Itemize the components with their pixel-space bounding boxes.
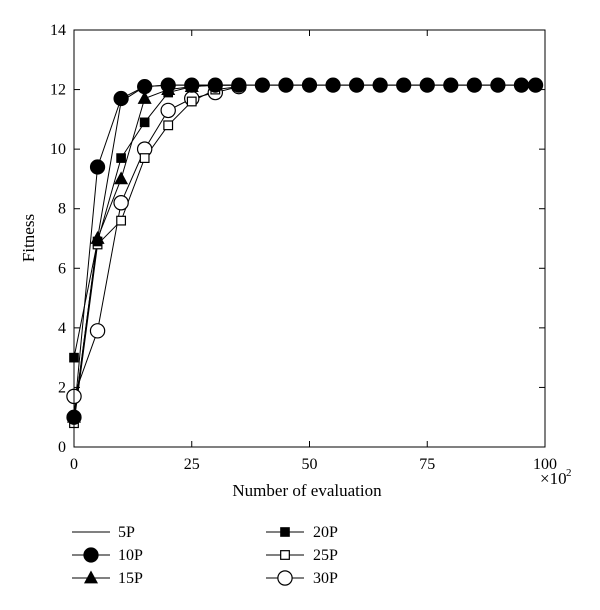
legend: 5P 10P 15P 20P 25P 30P — [72, 524, 338, 587]
legend-label-20P: 20P — [313, 524, 338, 541]
legend-label-15P: 15P — [118, 570, 143, 587]
data-point-30P — [113, 195, 129, 211]
data-point-10P — [466, 77, 482, 93]
data-point-25P — [186, 96, 197, 107]
axis-ticks: 0 25 50 75 100 0 2 4 6 8 10 12 14 — [50, 22, 557, 473]
x-axis-unit-exponent: 2 — [566, 467, 572, 479]
data-point-10P — [254, 77, 271, 93]
data-point-10P — [443, 77, 459, 93]
y-tick-label: 4 — [58, 320, 66, 337]
y-tick-label: 2 — [58, 379, 66, 396]
data-point-10P — [527, 77, 544, 93]
series-line-10P — [73, 84, 536, 418]
legend-marker-10P — [83, 547, 99, 563]
legend-label-25P: 25P — [313, 547, 338, 564]
x-axis-unit-multiplier: ×10 — [540, 469, 567, 488]
data-point-10P — [419, 77, 435, 93]
series-line-15P — [73, 84, 239, 418]
y-axis-label: Fitness — [19, 214, 38, 262]
legend-marker-25P — [280, 550, 290, 560]
legend-label-30P: 30P — [313, 570, 338, 587]
data-point-10P — [184, 77, 200, 93]
series-line-20P — [73, 84, 239, 358]
plot-area — [66, 77, 544, 429]
data-point-25P — [139, 153, 150, 163]
data-point-10P — [113, 90, 129, 107]
y-tick-label: 10 — [50, 141, 66, 158]
data-point-10P — [137, 78, 153, 95]
legend-marker-20P — [280, 527, 290, 537]
y-tick-label: 0 — [58, 439, 66, 456]
data-point-15P — [114, 171, 129, 185]
data-point-25P — [116, 215, 127, 226]
data-point-15P — [137, 90, 152, 104]
y-tick-label: 14 — [50, 22, 66, 39]
data-point-10P — [372, 77, 388, 93]
data-point-10P — [278, 77, 294, 93]
data-point-10P — [207, 77, 223, 93]
data-point-10P — [231, 77, 247, 93]
x-tick-label: 25 — [184, 456, 200, 473]
data-point-10P — [89, 159, 106, 175]
y-tick-label: 6 — [58, 260, 66, 277]
x-tick-label: 0 — [70, 456, 78, 473]
legend-label-5P: 5P — [118, 524, 135, 541]
x-tick-label: 100 — [533, 456, 557, 473]
data-point-15P — [90, 230, 105, 244]
data-point-10P — [396, 77, 412, 93]
y-tick-label: 12 — [50, 82, 66, 99]
data-point-20P — [116, 153, 126, 163]
legend-marker-30P — [277, 570, 293, 586]
data-point-10P — [513, 77, 530, 93]
data-point-10P — [490, 77, 506, 93]
data-point-30P — [160, 102, 176, 119]
series-line-25P — [73, 86, 239, 424]
data-point-10P — [301, 77, 318, 93]
legend-marker-15P — [83, 570, 99, 584]
y-tick-label: 8 — [58, 201, 66, 218]
data-point-10P — [325, 77, 341, 93]
x-tick-label: 75 — [419, 456, 435, 473]
x-axis-label: Number of evaluation — [232, 481, 382, 500]
data-point-10P — [348, 77, 365, 93]
legend-label-10P: 10P — [118, 547, 143, 564]
x-tick-label: 50 — [302, 456, 318, 473]
series-line-5P — [73, 84, 536, 418]
data-point-20P — [139, 117, 150, 128]
data-point-25P — [163, 120, 174, 131]
data-point-30P — [89, 323, 106, 339]
data-point-10P — [160, 77, 176, 93]
